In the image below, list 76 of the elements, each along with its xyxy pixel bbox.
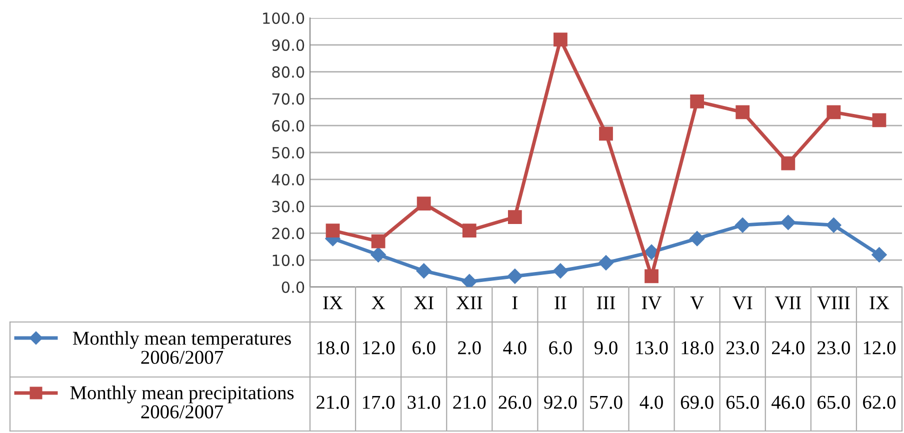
data-label: 24.0: [772, 341, 804, 354]
point: [462, 274, 477, 287]
y-tick-label: 90.0: [272, 39, 304, 51]
data-label: 69.0: [680, 396, 714, 409]
point: [781, 156, 796, 170]
data-label: 92.0: [544, 396, 577, 409]
point: [826, 218, 842, 233]
x-tick-label: IV: [642, 296, 662, 310]
point: [416, 196, 431, 211]
x-tick-label: II: [554, 296, 566, 310]
data-label: 21.0: [453, 396, 486, 409]
legend-label: Monthly mean temperatures 2006/2007: [72, 331, 291, 364]
x-tick-label: VIII: [817, 296, 850, 310]
x-tick-label: VI: [732, 296, 752, 310]
x-tick-label: I: [512, 296, 518, 310]
y-tick-label: 80.0: [272, 66, 304, 78]
x-tick-label: XI: [414, 296, 434, 310]
y-tick-label: 0.0: [282, 281, 304, 294]
x-tick-label: IX: [323, 296, 343, 310]
y-tick-label: 100.0: [263, 12, 304, 24]
data-label: 17.0: [363, 396, 395, 409]
point: [872, 247, 887, 262]
data-label: 23.0: [726, 341, 759, 354]
point: [736, 105, 750, 120]
point: [370, 247, 386, 262]
data-label: 4.0: [503, 341, 526, 354]
y-tick-label: 40.0: [272, 174, 304, 186]
point: [462, 224, 476, 238]
point: [508, 210, 522, 224]
y-tick-label: 50.0: [272, 146, 304, 159]
data-label: 57.0: [590, 396, 622, 409]
point: [507, 268, 522, 284]
data-label: 23.0: [818, 341, 850, 354]
data-label: 62.0: [863, 396, 896, 409]
point: [326, 224, 340, 238]
x-tick-label: VII: [774, 296, 801, 310]
point: [826, 105, 841, 120]
point: [554, 32, 568, 46]
data-label: 18.0: [317, 341, 350, 354]
point: [735, 218, 750, 233]
data-label: 18.0: [682, 341, 714, 354]
y-tick-label: 30.0: [272, 200, 304, 212]
data-label: 12.0: [363, 341, 395, 354]
point: [552, 263, 568, 278]
point: [371, 234, 386, 248]
x-tick-label: V: [690, 296, 704, 310]
data-label: 9.0: [594, 341, 618, 354]
data-label: 65.0: [818, 396, 850, 409]
data-label: 13.0: [636, 341, 668, 354]
data-label: 26.0: [498, 396, 532, 409]
x-tick-label: X: [372, 296, 385, 310]
data-label: 4.0: [640, 396, 663, 409]
data-label: 2.0: [458, 341, 481, 354]
point: [872, 113, 886, 128]
point: [644, 269, 658, 284]
point: [598, 255, 614, 270]
data-label: 31.0: [408, 396, 440, 409]
point: [690, 94, 704, 108]
x-tick-label: III: [596, 296, 616, 310]
y-tick-label: 70.0: [272, 93, 304, 105]
point: [690, 231, 705, 246]
legend-label: Monthly mean precipitations 2006/2007: [70, 386, 294, 418]
data-label: 6.0: [412, 341, 436, 354]
y-tick-label: 20.0: [272, 228, 304, 240]
data-label: 21.0: [316, 396, 350, 409]
point: [416, 263, 432, 278]
x-tick-label: XII: [456, 296, 482, 310]
point: [780, 214, 796, 230]
data-label: 12.0: [864, 341, 896, 354]
y-tick-label: 60.0: [272, 120, 304, 132]
data-label: 46.0: [772, 396, 804, 409]
data-label: 65.0: [726, 396, 759, 409]
x-tick-label: IX: [870, 296, 890, 310]
y-tick-label: 10.0: [272, 254, 304, 266]
point: [599, 126, 613, 141]
data-label: 6.0: [549, 341, 572, 354]
